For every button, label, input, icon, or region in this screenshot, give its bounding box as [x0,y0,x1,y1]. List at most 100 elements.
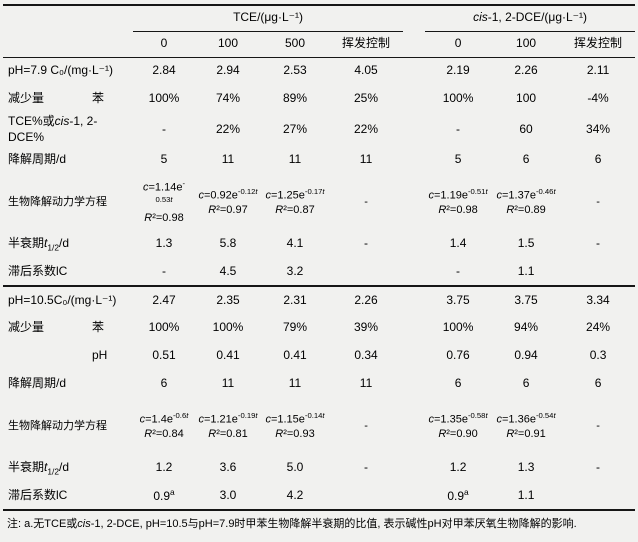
data-cell: 6 [594,376,602,391]
data-cell: 5 [454,152,462,167]
data-cell: - [162,121,166,136]
data-cell: 0.3 [589,348,607,363]
data-cell: 22% [215,121,241,136]
data-cell [561,258,636,288]
data-cell [329,482,404,512]
data-cell: 5.8 [219,236,237,251]
group-gap-cell [403,342,425,370]
data-cell: - [425,258,492,288]
data-cell: 2.11 [586,63,610,78]
row-label-cell: 滞后系数lC [3,482,133,512]
data-cell: 0.9a [133,482,195,512]
table-row: pH 0.51 0.41 0.41 0.34 0.76 0.94 0.3 [3,342,635,370]
data-cell [561,482,636,512]
data-cell: 34% [586,121,611,136]
data-cell: 11 [288,152,302,167]
data-cell: c=1.36e-0.54t R²=0.91 [496,411,556,441]
data-cell: 0.94 [514,348,538,363]
group-gap-cell [403,286,425,314]
data-cell: 22% [354,121,379,136]
table-row: 降解周期/d 6 11 11 11 6 6 6 [3,370,635,398]
group-header-tce: TCE/(μg·L⁻¹) [133,4,404,32]
group-header-dce: cis-1, 2-DCE/(μg·L⁻¹) [425,4,636,32]
data-cell: 0.51 [152,348,176,363]
row-label-cell: pH=10.5C₀/(mg·L⁻¹) [8,292,117,307]
table-note: 注: a.无TCE或cis-1, 2-DCE, pH=10.5与pH=7.9时甲… [7,518,577,531]
group-gap-cell [403,258,426,288]
data-cell: 6 [522,152,530,167]
data-cell: c=1.15e-0.14t R²=0.93 [265,411,325,441]
data-cell: 25% [354,91,379,106]
data-cell: - [364,420,368,433]
corner-cell [3,31,133,58]
table-row: TCE%或cis-1, 2-DCE% - 22% 27% 22% - 60 34% [3,113,635,146]
data-cell: 2.53 [283,63,307,78]
subheader-row: 0 100 500 挥发控制 0 100 挥发控制 [3,31,636,58]
row-label-cell: 半衰期t1/2/d [8,459,70,476]
data-cell: - [364,460,369,475]
data-cell: c=0.92e-0.12t R²=0.97 [198,187,258,217]
data-cell: 60 [519,121,533,136]
subheader-cell: 挥发控制 [329,31,404,58]
data-cell: c=1.19e-0.51t R²=0.98 [428,187,488,217]
row-label-cell: 减少量 苯 [8,320,105,335]
row-label-cell: 降解周期/d [8,376,67,391]
subheader-cell: 0 [425,31,492,58]
data-cell: 1.3 [155,236,173,251]
data-cell: 6 [522,376,530,391]
data-cell: 4.1 [286,236,304,251]
group-gap-cell [403,398,425,454]
data-cell: 6 [594,152,602,167]
table-row: 减少量 苯 100% 74% 89% 25% 100% 100 -4% [3,85,635,113]
data-cell: 100% [442,320,474,335]
data-cell: - [133,258,195,288]
data-cell: 2.26 [354,292,378,307]
data-cell: 1.1 [491,482,562,512]
data-cell: 0.76 [446,348,470,363]
data-cell: 2.31 [283,292,307,307]
data-cell: 2.26 [514,63,538,78]
table-row: 滞后系数lC 0.9a 3.0 4.2 0.9a 1.1 [3,482,636,512]
data-cell: 89% [282,91,308,106]
data-cell: 0.41 [216,348,240,363]
row-label-cell: 滞后系数lC [3,258,133,288]
group-gap-cell [403,31,426,58]
group-gap-cell [403,454,425,482]
row-label-cell: 降解周期/d [8,152,67,167]
data-cell: 4.5 [195,258,261,288]
data-cell: 3.0 [195,482,261,512]
data-cell: 100% [148,320,180,335]
data-cell: 100 [516,91,537,106]
data-cell: 1.4 [449,236,467,251]
data-cell: 6 [454,376,462,391]
group-gap-cell [403,314,425,342]
table-row: 生物降解动力学方程 c=1.14e-0.53t R²=0.98 c=0.92e-0.1… [3,174,635,230]
data-cell [329,258,404,288]
data-cell: 100% [212,320,244,335]
data-cell: 11 [359,152,373,167]
data-cell: 39% [354,320,379,335]
row-label-cell: 半衰期t1/2/d [8,235,70,252]
data-cell: 3.6 [219,460,237,475]
data-cell: 79% [282,320,308,335]
data-cell: 74% [215,91,241,106]
data-cell: c=1.4e-0.6t R²=0.84 [139,411,189,441]
data-cell: c=1.37e-0.46t R²=0.89 [496,187,556,217]
data-cell: -4% [587,91,609,106]
data-cell: - [596,196,600,209]
subheader-cell: 0 [133,31,195,58]
subheader-cell: 100 [491,31,562,58]
subheader-cell: 挥发控制 [561,31,636,58]
data-cell: 3.2 [261,258,329,288]
table-body: TCE/(μg·L⁻¹) cis-1, 2-DCE/(μg·L⁻¹) 0 100 500… [3,4,636,512]
row-label-cell: 生物降解动力学方程 [8,196,107,209]
data-cell: 0.41 [283,348,307,363]
group-gap-cell [403,57,425,85]
data-cell: 24% [586,320,611,335]
data-cell: 5.0 [286,460,304,475]
data-cell: 2.94 [216,63,240,78]
row-label-cell: 减少量 苯 [8,91,105,106]
data-cell: 2.47 [152,292,176,307]
data-cell: 3.75 [446,292,470,307]
